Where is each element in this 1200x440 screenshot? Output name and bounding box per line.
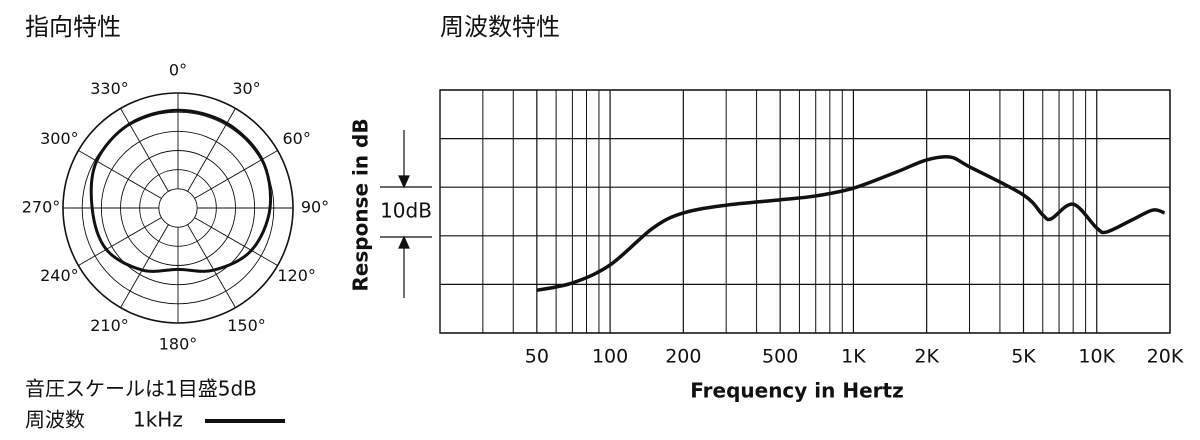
x-tick-label: 500 xyxy=(762,346,798,368)
polar-title: 指向特性 xyxy=(25,13,121,41)
scale-annotation: 10dB xyxy=(380,199,432,223)
frequency-title: 周波数特性 xyxy=(440,13,560,41)
angle-label: 90° xyxy=(301,198,329,217)
spoke xyxy=(187,224,236,308)
angle-label: 300° xyxy=(40,129,79,148)
angle-label: 330° xyxy=(90,79,129,98)
scale-note: 音圧スケールは1目盛5dB xyxy=(25,377,257,401)
angle-label: 60° xyxy=(282,129,310,148)
angle-label: 150° xyxy=(227,316,266,335)
x-axis-label: Frequency in Hertz xyxy=(690,379,903,403)
legend-label: 1kHz xyxy=(133,408,183,432)
angle-label: 210° xyxy=(90,316,129,335)
legend-title: 周波数 xyxy=(25,408,85,432)
pattern-line xyxy=(89,108,273,273)
angle-label: 0° xyxy=(169,61,187,80)
x-tick-label: 5K xyxy=(1011,346,1036,368)
x-tick-label: 1K xyxy=(841,346,866,368)
angle-label: 270° xyxy=(22,198,61,217)
spoke xyxy=(120,108,169,192)
scale-arrows xyxy=(380,130,432,298)
response-line xyxy=(536,154,1166,292)
angle-label: 180° xyxy=(159,335,198,354)
angle-label: 30° xyxy=(232,79,260,98)
y-axis-label: Response in dB xyxy=(349,118,373,291)
spoke xyxy=(78,150,162,199)
x-tick-label: 20K xyxy=(1147,346,1184,368)
x-tick-label: 100 xyxy=(592,346,628,368)
spoke xyxy=(194,150,278,199)
ring xyxy=(158,188,198,228)
x-tick-label: 200 xyxy=(665,346,701,368)
x-tick-label: 2K xyxy=(914,346,939,368)
spoke xyxy=(194,217,278,266)
angle-label: 120° xyxy=(277,266,316,285)
x-tick-label: 10K xyxy=(1078,346,1115,368)
angle-label: 240° xyxy=(40,266,79,285)
plot-frame xyxy=(439,89,1171,334)
spoke xyxy=(120,224,169,308)
x-tick-label: 50 xyxy=(525,346,549,368)
spoke xyxy=(78,217,162,266)
